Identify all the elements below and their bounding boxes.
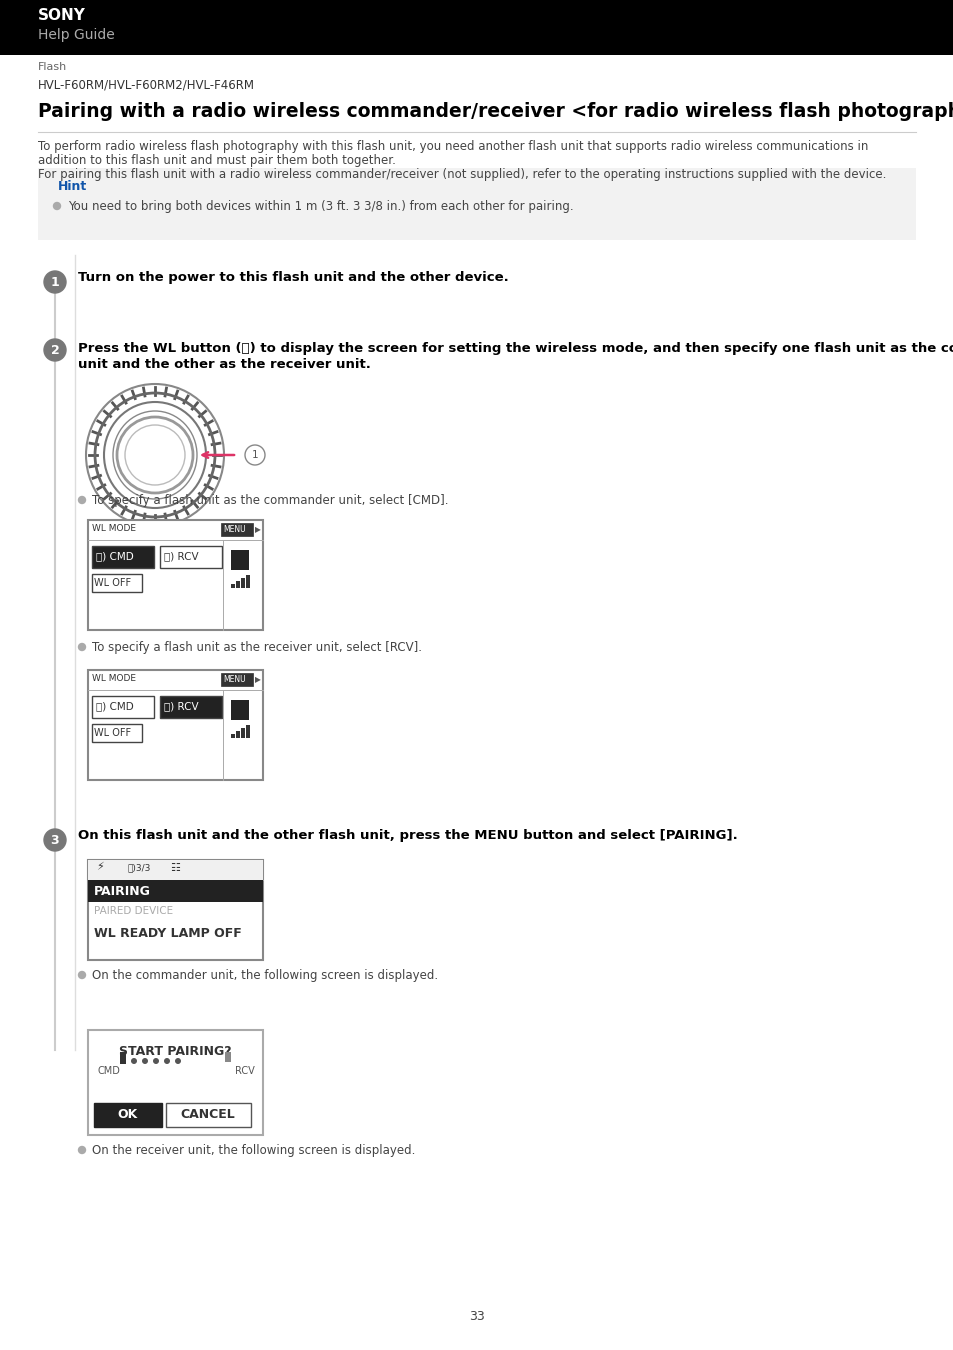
Text: PAIRED DEVICE: PAIRED DEVICE xyxy=(94,906,172,917)
Text: ⧉) CMD: ⧉) CMD xyxy=(96,701,133,711)
Text: To perform radio wireless flash photography with this flash unit, you need anoth: To perform radio wireless flash photogra… xyxy=(38,140,867,153)
Text: CMD: CMD xyxy=(98,1066,121,1076)
Bar xyxy=(88,860,263,880)
Circle shape xyxy=(131,1058,137,1064)
Bar xyxy=(88,520,263,630)
Text: ⧉) RCV: ⧉) RCV xyxy=(164,701,198,711)
Bar xyxy=(235,580,240,589)
Text: SONY: SONY xyxy=(38,8,86,23)
Bar xyxy=(91,574,142,593)
Bar xyxy=(88,670,263,780)
Circle shape xyxy=(78,644,86,651)
Bar xyxy=(231,734,234,738)
Text: Flash: Flash xyxy=(38,62,67,72)
Text: ⧉)3/3: ⧉)3/3 xyxy=(128,863,152,872)
Bar xyxy=(120,1052,126,1064)
Circle shape xyxy=(78,972,86,979)
Text: WL OFF: WL OFF xyxy=(94,728,131,738)
Bar xyxy=(225,1052,231,1062)
Text: OK: OK xyxy=(118,1107,138,1120)
Text: START PAIRING?: START PAIRING? xyxy=(118,1045,231,1058)
Text: 2: 2 xyxy=(51,343,59,356)
Text: You need to bring both devices within 1 m (3 ft. 3 3/8 in.) from each other for : You need to bring both devices within 1 … xyxy=(68,200,573,213)
Text: WL OFF: WL OFF xyxy=(94,578,131,589)
Circle shape xyxy=(53,202,60,209)
Circle shape xyxy=(78,497,86,504)
Bar xyxy=(246,725,250,738)
Text: WL READY LAMP OFF: WL READY LAMP OFF xyxy=(94,927,241,940)
Text: RCV: RCV xyxy=(234,1066,254,1076)
Bar xyxy=(94,1103,162,1127)
Bar xyxy=(91,545,153,568)
Text: For pairing this flash unit with a radio wireless commander/receiver (not suppli: For pairing this flash unit with a radio… xyxy=(38,167,885,181)
Bar xyxy=(241,728,245,738)
Circle shape xyxy=(142,1058,148,1064)
Text: 3: 3 xyxy=(51,833,59,846)
Text: On the commander unit, the following screen is displayed.: On the commander unit, the following scr… xyxy=(91,969,437,981)
Text: Pairing with a radio wireless commander/receiver <for radio wireless flash photo: Pairing with a radio wireless commander/… xyxy=(38,103,953,122)
Text: ⚡: ⚡ xyxy=(96,863,104,872)
Circle shape xyxy=(44,829,66,850)
Text: Hint: Hint xyxy=(58,180,87,193)
Text: 33: 33 xyxy=(469,1310,484,1323)
Text: ▶: ▶ xyxy=(254,525,260,535)
Bar xyxy=(91,724,142,742)
Text: ⧉) CMD: ⧉) CMD xyxy=(96,551,133,562)
Circle shape xyxy=(44,271,66,293)
Bar xyxy=(231,701,249,720)
Text: CANCEL: CANCEL xyxy=(180,1107,235,1120)
Text: Turn on the power to this flash unit and the other device.: Turn on the power to this flash unit and… xyxy=(78,270,508,284)
Text: unit and the other as the receiver unit.: unit and the other as the receiver unit. xyxy=(78,358,371,371)
Text: MENU: MENU xyxy=(223,525,245,535)
Text: To specify a flash unit as the commander unit, select [CMD].: To specify a flash unit as the commander… xyxy=(91,494,448,508)
Bar xyxy=(88,860,263,960)
Text: WL MODE: WL MODE xyxy=(91,674,136,683)
Text: 1: 1 xyxy=(252,450,258,460)
Bar xyxy=(241,578,245,589)
Circle shape xyxy=(44,339,66,360)
Bar xyxy=(221,674,253,686)
Bar xyxy=(0,0,953,55)
Text: ▶: ▶ xyxy=(254,675,260,684)
Bar xyxy=(160,697,222,718)
Circle shape xyxy=(174,1058,181,1064)
Bar xyxy=(166,1103,251,1127)
Bar xyxy=(160,545,222,568)
Text: On this flash unit and the other flash unit, press the MENU button and select [P: On this flash unit and the other flash u… xyxy=(78,829,737,841)
Bar xyxy=(88,1030,263,1135)
Text: 1: 1 xyxy=(51,275,59,289)
Text: WL MODE: WL MODE xyxy=(91,524,136,533)
Text: Press the WL button (ⓞ) to display the screen for setting the wireless mode, and: Press the WL button (ⓞ) to display the s… xyxy=(78,342,953,355)
Circle shape xyxy=(78,1146,86,1153)
Bar xyxy=(246,575,250,589)
Text: PAIRING: PAIRING xyxy=(94,886,151,898)
Bar xyxy=(91,697,153,718)
Bar xyxy=(221,522,253,536)
Circle shape xyxy=(164,1058,170,1064)
Bar xyxy=(235,730,240,738)
Text: Help Guide: Help Guide xyxy=(38,28,114,42)
Text: HVL-F60RM/HVL-F60RM2/HVL-F46RM: HVL-F60RM/HVL-F60RM2/HVL-F46RM xyxy=(38,78,254,90)
Text: ☷: ☷ xyxy=(170,863,180,873)
Circle shape xyxy=(152,1058,159,1064)
Circle shape xyxy=(245,446,265,464)
Text: On the receiver unit, the following screen is displayed.: On the receiver unit, the following scre… xyxy=(91,1143,415,1157)
Circle shape xyxy=(117,417,193,493)
Text: To specify a flash unit as the receiver unit, select [RCV].: To specify a flash unit as the receiver … xyxy=(91,641,421,653)
Bar xyxy=(38,167,915,240)
Text: MENU: MENU xyxy=(223,675,245,684)
Text: addition to this flash unit and must pair them both together.: addition to this flash unit and must pai… xyxy=(38,154,395,167)
Bar xyxy=(231,585,234,589)
Text: ⧉) RCV: ⧉) RCV xyxy=(164,551,198,562)
Bar xyxy=(231,549,249,570)
Bar xyxy=(88,880,263,902)
